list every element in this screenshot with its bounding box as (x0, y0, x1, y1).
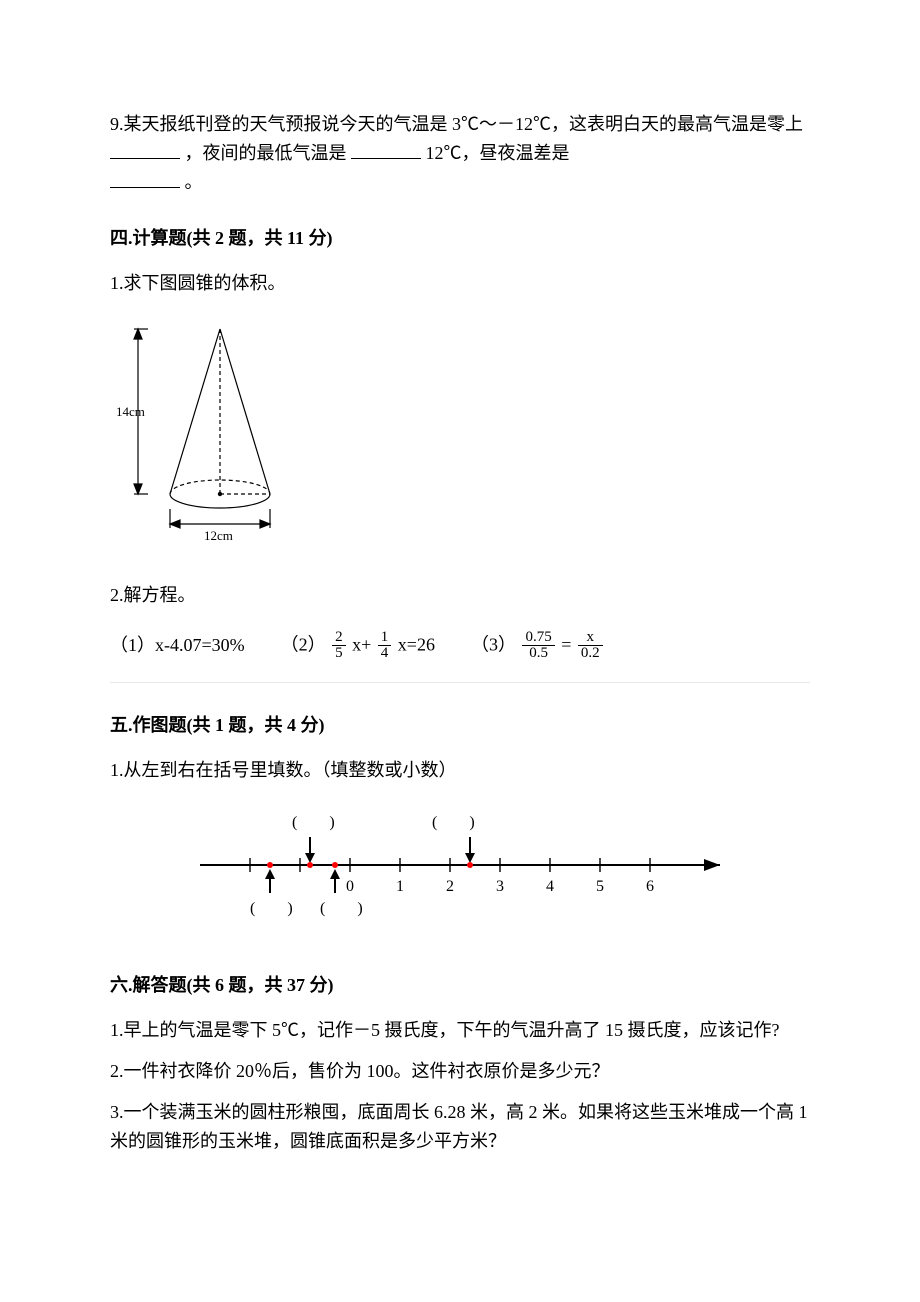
question-9: 9.某天报纸刊登的天气预报说今天的气温是 3℃～－12℃，这表明白天的最高气温是… (110, 110, 810, 196)
section6-q3: 3.一个装满玉米的圆柱形粮囤，底面周长 6.28 米，高 2 米。如果将这些玉米… (110, 1098, 810, 1156)
eq2-frac1: 2 5 (332, 630, 346, 663)
svg-text:0: 0 (346, 878, 354, 895)
eq3-equals: = (561, 634, 576, 654)
section5-q1: 1.从左到右在括号里填数。（填整数或小数） (110, 756, 810, 785)
eq3-left-num: 0.75 (522, 630, 554, 646)
eq3-left: 0.75 0.5 (522, 630, 554, 663)
eq2-frac1-num: 2 (332, 630, 346, 646)
eq3-right-den: 0.2 (578, 645, 603, 662)
q9-suffix: 。 (185, 172, 203, 192)
eq3-label: （3） (471, 634, 516, 654)
numberline-svg: 0 1 2 3 4 5 6 ( ) ( ) ( ) ( ) (180, 805, 740, 935)
numberline-figure: 0 1 2 3 4 5 6 ( ) ( ) ( ) ( ) (110, 805, 810, 944)
eq2-mid: x+ (352, 634, 376, 654)
section-6-header: 六.解答题(共 6 题，共 37 分) (110, 971, 810, 1000)
section6-q2: 2.一件衬衣降价 20％后，售价为 100。这件衬衣原价是多少元？ (110, 1057, 810, 1086)
eq2-frac2-num: 1 (378, 630, 392, 646)
q9-prefix: 9.某天报纸刊登的天气预报说今天的气温是 3℃～－12℃，这表明白天的最高气温是… (110, 114, 803, 134)
eq2-tail: x=26 (398, 634, 435, 654)
eq2-frac2: 1 4 (378, 630, 392, 663)
eq3-left-den: 0.5 (522, 645, 554, 662)
section4-q2: 2.解方程。 (110, 581, 810, 610)
equations-row: （1）x-4.07=30% （2） 2 5 x+ 1 4 x=26 （3） 0.… (110, 630, 810, 663)
eq2-label: （2） (281, 634, 326, 654)
svg-text:( ): ( ) (292, 814, 335, 831)
cone-figure: 14cm 12cm (110, 314, 810, 553)
equation-3: （3） 0.75 0.5 = x 0.2 (471, 630, 605, 663)
divider-1 (110, 682, 810, 683)
q9-mid2: 12℃，昼夜温差是 (426, 143, 570, 163)
svg-text:3: 3 (496, 878, 504, 895)
svg-text:( ): ( ) (320, 900, 363, 917)
q9-mid1: ，夜间的最低气温是 (185, 143, 347, 163)
eq3-right-num: x (578, 630, 603, 646)
equation-1: （1）x-4.07=30% (110, 631, 245, 660)
cone-diameter-label: 12cm (204, 528, 233, 543)
eq2-frac1-den: 5 (332, 645, 346, 662)
eq2-frac2-den: 4 (378, 645, 392, 662)
section-4-header: 四.计算题(共 2 题，共 11 分) (110, 224, 810, 253)
cone-height-label: 14cm (116, 404, 145, 419)
section-5-header: 五.作图题(共 1 题，共 4 分) (110, 711, 810, 740)
section4-q1: 1.求下图圆锥的体积。 (110, 269, 810, 298)
section6-q1: 1.早上的气温是零下 5℃，记作－5 摄氏度，下午的气温升高了 15 摄氏度，应… (110, 1016, 810, 1045)
svg-text:2: 2 (446, 878, 454, 895)
svg-text:4: 4 (546, 878, 554, 895)
q9-blank-1[interactable] (110, 141, 180, 159)
svg-text:6: 6 (646, 878, 654, 895)
q9-blank-3[interactable] (110, 170, 180, 188)
svg-text:1: 1 (396, 878, 404, 895)
equation-2: （2） 2 5 x+ 1 4 x=26 (281, 630, 435, 663)
cone-svg: 14cm 12cm (110, 314, 310, 544)
svg-text:5: 5 (596, 878, 604, 895)
eq3-right: x 0.2 (578, 630, 603, 663)
svg-text:( ): ( ) (432, 814, 475, 831)
q9-blank-2[interactable] (351, 141, 421, 159)
svg-text:( ): ( ) (250, 900, 293, 917)
